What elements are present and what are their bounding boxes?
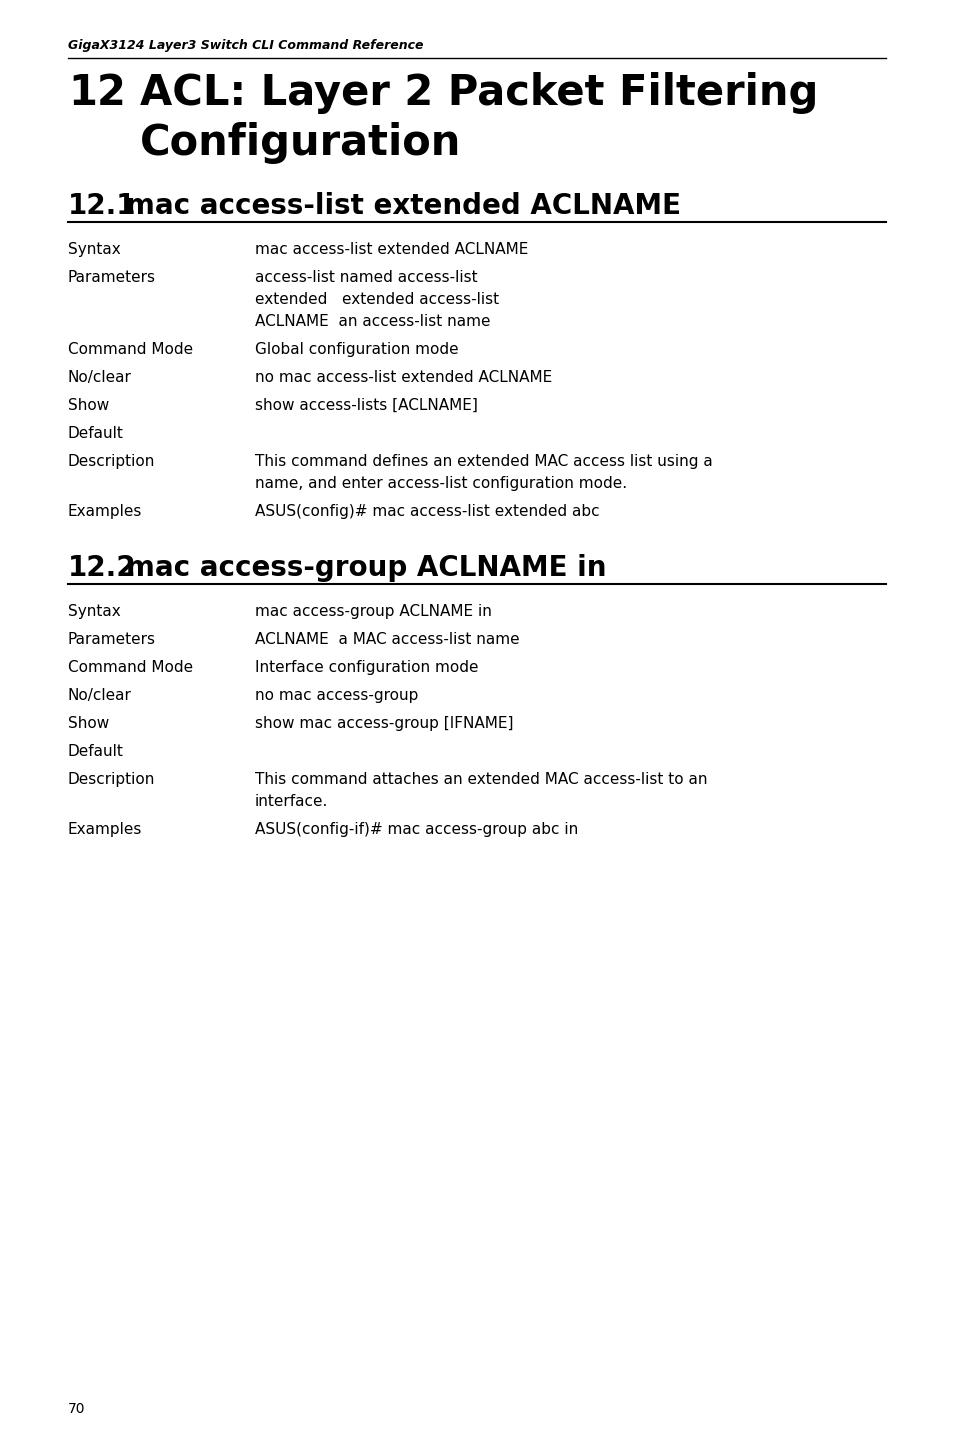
Text: access-list named access-list: access-list named access-list [254, 271, 477, 285]
Text: 12: 12 [68, 72, 126, 115]
Text: Show: Show [68, 716, 110, 730]
Text: show mac access-group [IFNAME]: show mac access-group [IFNAME] [254, 716, 513, 730]
Text: ASUS(config)# mac access-list extended abc: ASUS(config)# mac access-list extended a… [254, 504, 599, 518]
Text: Interface configuration mode: Interface configuration mode [254, 660, 478, 674]
Text: 12.1: 12.1 [68, 192, 136, 221]
Text: ACLNAME  a MAC access-list name: ACLNAME a MAC access-list name [254, 632, 519, 647]
Text: show access-lists [ACLNAME]: show access-lists [ACLNAME] [254, 398, 477, 412]
Text: interface.: interface. [254, 793, 328, 809]
Text: Command Mode: Command Mode [68, 660, 193, 674]
Text: Examples: Examples [68, 822, 142, 836]
Text: No/clear: No/clear [68, 687, 132, 703]
Text: GigaX3124 Layer3 Switch CLI Command Reference: GigaX3124 Layer3 Switch CLI Command Refe… [68, 39, 423, 52]
Text: mac access-list extended ACLNAME: mac access-list extended ACLNAME [254, 242, 528, 256]
Text: Parameters: Parameters [68, 271, 156, 285]
Text: no mac access-group: no mac access-group [254, 687, 418, 703]
Text: Description: Description [68, 454, 155, 470]
Text: no mac access-list extended ACLNAME: no mac access-list extended ACLNAME [254, 369, 552, 385]
Text: Syntax: Syntax [68, 242, 121, 256]
Text: Default: Default [68, 425, 124, 441]
Text: 70: 70 [68, 1402, 86, 1416]
Text: ACLNAME  an access-list name: ACLNAME an access-list name [254, 314, 490, 329]
Text: Syntax: Syntax [68, 604, 121, 619]
Text: ACL: Layer 2 Packet Filtering: ACL: Layer 2 Packet Filtering [140, 72, 818, 115]
Text: 12.2: 12.2 [68, 554, 136, 581]
Text: name, and enter access-list configuration mode.: name, and enter access-list configuratio… [254, 475, 626, 491]
Text: This command defines an extended MAC access list using a: This command defines an extended MAC acc… [254, 454, 712, 470]
Text: mac access-group ACLNAME in: mac access-group ACLNAME in [126, 554, 606, 581]
Text: This command attaches an extended MAC access-list to an: This command attaches an extended MAC ac… [254, 772, 707, 788]
Text: mac access-list extended ACLNAME: mac access-list extended ACLNAME [126, 192, 680, 221]
Text: Default: Default [68, 745, 124, 759]
Text: Show: Show [68, 398, 110, 412]
Text: Configuration: Configuration [140, 122, 461, 165]
Text: Examples: Examples [68, 504, 142, 518]
Text: Description: Description [68, 772, 155, 788]
Text: Global configuration mode: Global configuration mode [254, 342, 458, 357]
Text: No/clear: No/clear [68, 369, 132, 385]
Text: Parameters: Parameters [68, 632, 156, 647]
Text: mac access-group ACLNAME in: mac access-group ACLNAME in [254, 604, 492, 619]
Text: extended   extended access-list: extended extended access-list [254, 292, 498, 306]
Text: Command Mode: Command Mode [68, 342, 193, 357]
Text: ASUS(config-if)# mac access-group abc in: ASUS(config-if)# mac access-group abc in [254, 822, 578, 836]
